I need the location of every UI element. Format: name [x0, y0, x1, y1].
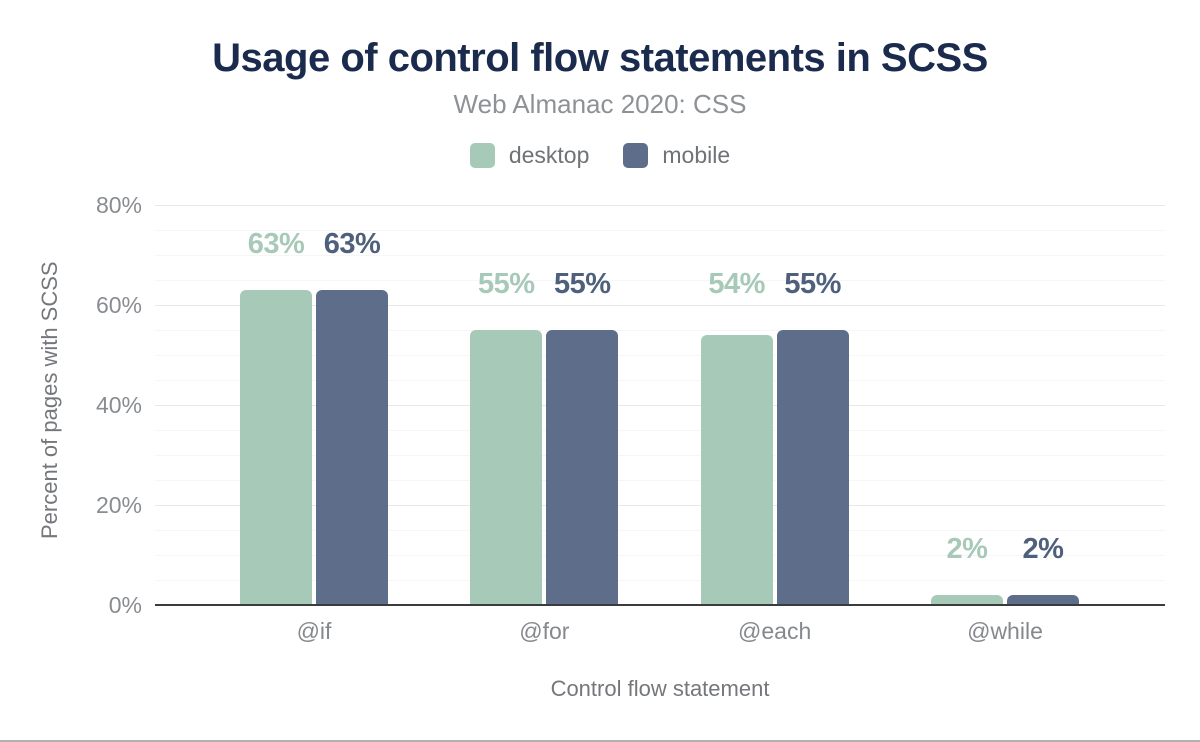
value-label-desktop-while: 2% — [946, 533, 988, 565]
minor-gridline — [155, 430, 1165, 431]
chart-title: Usage of control flow statements in SCSS — [212, 36, 988, 80]
minor-gridline — [155, 280, 1165, 281]
value-label-desktop-for: 55% — [478, 268, 535, 300]
value-label-desktop-each: 54% — [708, 268, 765, 300]
minor-gridline — [155, 530, 1165, 531]
value-label-mobile-for: 55% — [554, 268, 611, 300]
minor-gridline — [155, 355, 1165, 356]
chart-subtitle: Web Almanac 2020: CSS — [453, 89, 747, 119]
x-tick-label-each: @each — [738, 618, 812, 644]
y-tick-label: 80% — [95, 192, 142, 218]
y-tick-label: 40% — [95, 392, 142, 418]
bar-desktop-each[interactable] — [700, 335, 773, 605]
bar-mobile-each[interactable] — [776, 330, 849, 605]
legend-label: mobile — [662, 141, 731, 168]
legend-item-mobile[interactable]: mobile — [623, 142, 730, 169]
legend-label: desktop — [508, 141, 590, 168]
major-gridline — [155, 205, 1165, 206]
minor-gridline — [155, 580, 1165, 581]
x-tick-label-for: @for — [519, 618, 570, 644]
bar-desktop-if[interactable] — [240, 290, 312, 605]
y-tick-label: 0% — [108, 592, 142, 618]
y-tick-label: 60% — [95, 292, 142, 318]
minor-gridline — [155, 555, 1165, 556]
minor-gridline — [155, 330, 1165, 331]
minor-gridline — [155, 480, 1165, 481]
x-axis-line — [155, 604, 1165, 606]
bar-desktop-while[interactable] — [930, 595, 1003, 605]
x-tick-label-while: @while — [967, 618, 1043, 644]
bar-mobile-if[interactable] — [316, 290, 388, 605]
bar-mobile-while[interactable] — [1006, 595, 1079, 605]
minor-gridline — [155, 230, 1165, 231]
legend-item-desktop[interactable]: desktop — [469, 141, 590, 169]
legend-swatch-desktop-icon — [469, 142, 495, 168]
x-axis-title: Control flow statement — [550, 676, 770, 701]
value-label-mobile-each: 55% — [784, 268, 841, 300]
major-gridline — [155, 505, 1165, 506]
legend-swatch-mobile-icon — [623, 142, 649, 168]
value-label-mobile-while: 2% — [1022, 533, 1064, 565]
bar-desktop-for[interactable] — [470, 330, 543, 605]
major-gridline — [155, 305, 1165, 306]
value-label-desktop-if: 63% — [247, 228, 305, 260]
legend: desktop mobile — [0, 141, 1200, 169]
window-bottom-edge — [0, 740, 1200, 742]
x-tick-label-if: @if — [296, 618, 332, 644]
minor-gridline — [155, 380, 1165, 381]
bar-mobile-for[interactable] — [546, 330, 619, 605]
minor-gridline — [155, 255, 1165, 256]
minor-gridline — [155, 455, 1165, 456]
major-gridline — [155, 405, 1165, 406]
value-label-mobile-if: 63% — [323, 228, 381, 260]
y-tick-label: 20% — [95, 492, 142, 518]
